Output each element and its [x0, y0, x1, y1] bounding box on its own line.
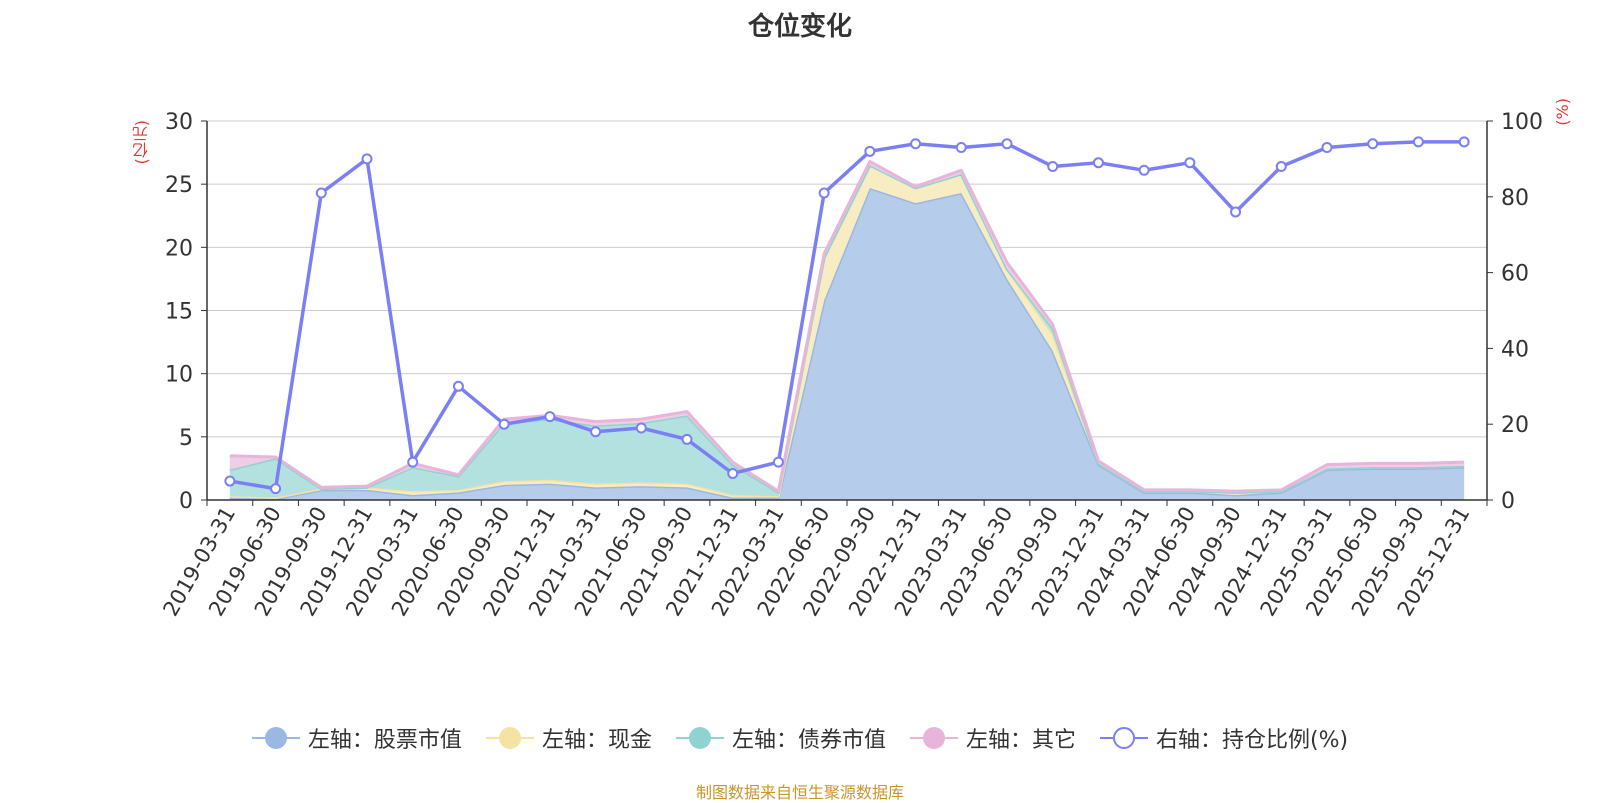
left-tick-label: 5 — [179, 426, 193, 451]
legend-marker — [498, 727, 521, 749]
holding-ratio-point — [224, 475, 236, 487]
right-tick-label: 100 — [1501, 110, 1543, 135]
holding-ratio-point — [544, 411, 556, 423]
holding-ratio-point — [1412, 136, 1424, 148]
holding-ratio-point — [361, 153, 373, 165]
holding-ratio-point — [1138, 164, 1150, 176]
holding-ratio-point — [681, 433, 693, 445]
legend-marker — [688, 727, 711, 749]
holding-ratio-point — [590, 426, 602, 438]
legend-item[interactable]: 左轴：现金 — [485, 722, 652, 754]
legend-label: 左轴：股票市值 — [307, 728, 462, 753]
area-edge-左轴：其它 — [229, 159, 1465, 493]
ratio-line — [224, 136, 1470, 495]
left-tick-label: 15 — [165, 300, 193, 325]
right-tick-label: 60 — [1501, 262, 1529, 287]
right-tick-label: 20 — [1501, 413, 1529, 438]
legend-marker — [264, 727, 287, 749]
legend-label: 右轴：持仓比例(%) — [1155, 728, 1349, 753]
holding-ratio-point — [1230, 206, 1242, 218]
holding-ratio-point — [1321, 142, 1333, 154]
holding-ratio-point — [1001, 138, 1013, 150]
right-tick-label: 40 — [1501, 337, 1529, 362]
holding-ratio-point — [955, 142, 967, 154]
holding-ratio-point — [864, 145, 876, 157]
holding-ratio-point — [727, 467, 739, 479]
holding-ratio-point — [1275, 160, 1287, 172]
legend-swatch-icon — [1099, 725, 1148, 751]
holding-ratio-point — [315, 187, 327, 199]
left-tick-label: 0 — [179, 489, 193, 514]
holding-ratio-point — [1184, 157, 1196, 169]
legend-item[interactable]: 左轴：其它 — [909, 722, 1076, 754]
holding-ratio-point — [1047, 160, 1059, 172]
legend-swatch-icon — [485, 725, 534, 751]
chart-title: 仓位变化 — [747, 12, 852, 42]
legend-label: 左轴：现金 — [541, 728, 652, 753]
right-tick-label: 80 — [1501, 186, 1529, 211]
holding-ratio-point — [772, 456, 784, 468]
holding-ratio-point — [1092, 157, 1104, 169]
legend-marker — [922, 727, 945, 749]
holding-ratio-point — [818, 187, 830, 199]
holding-ratio-point — [498, 418, 510, 430]
legend-item[interactable]: 右轴：持仓比例(%) — [1099, 722, 1349, 754]
holding-ratio-point — [1458, 136, 1470, 148]
left-tick-label: 30 — [165, 110, 193, 135]
left-tick-label: 10 — [165, 363, 193, 388]
area-左轴：现金 — [229, 165, 1465, 499]
legend-item[interactable]: 左轴：股票市值 — [251, 722, 462, 754]
legend-label: 左轴：其它 — [965, 728, 1076, 753]
holding-ratio-line — [229, 140, 1465, 491]
left-tick-label: 25 — [165, 173, 193, 198]
holding-ratio-point — [1367, 138, 1379, 150]
data-source-footer: 制图数据来自恒生聚源数据库 — [695, 783, 904, 802]
legend-swatch-icon — [675, 725, 724, 751]
right-tick-label: 0 — [1501, 489, 1515, 514]
holding-ratio-point — [270, 483, 282, 495]
stacked-areas — [229, 159, 1465, 501]
chart-legend: 左轴：股票市值 左轴：现金 左轴：债券市值 左轴：其它 右轴：持仓比例(%) — [0, 722, 1600, 754]
legend-marker — [1112, 727, 1135, 749]
legend-swatch-icon — [909, 725, 958, 751]
holding-ratio-point — [910, 138, 922, 150]
legend-swatch-icon — [251, 725, 300, 751]
area-左轴：股票市值 — [229, 187, 1465, 500]
legend-label: 左轴：债券市值 — [731, 728, 886, 753]
legend-item[interactable]: 左轴：债券市值 — [675, 722, 886, 754]
holding-ratio-point — [635, 422, 647, 434]
holding-ratio-point — [407, 456, 419, 468]
holding-ratio-point — [452, 380, 464, 392]
left-tick-label: 20 — [165, 236, 193, 261]
